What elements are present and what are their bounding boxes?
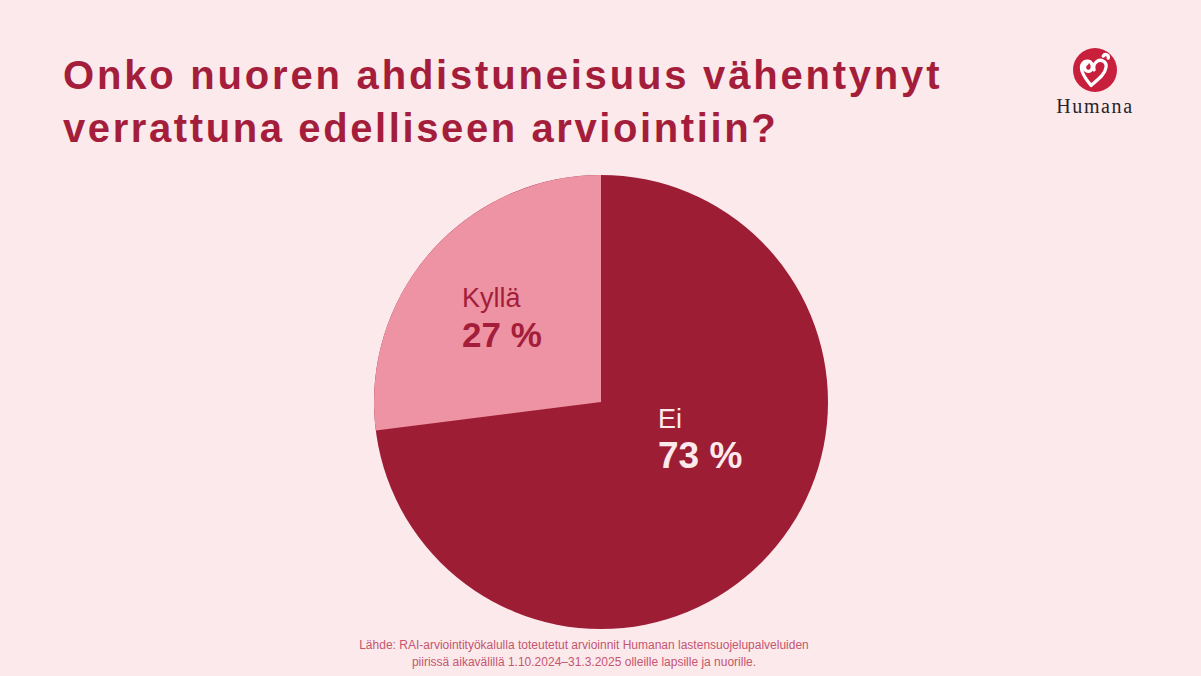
source-note-line-1: Lähde: RAI-arviointityökalulla toteutetu…	[0, 637, 1168, 654]
label-ei: Ei 73 %	[658, 406, 742, 474]
pie-chart	[374, 175, 828, 629]
humana-logo-circle	[1073, 48, 1117, 92]
title-line-1: Onko nuoren ahdistuneisuus vähentynyt	[63, 49, 942, 102]
page-title: Onko nuoren ahdistuneisuus vähentynyt ve…	[63, 49, 942, 155]
humana-logo: Humana	[1050, 48, 1140, 118]
heart-doodle-icon	[1073, 48, 1117, 92]
label-kylla-name: Kyllä	[462, 285, 542, 312]
label-ei-value: 73 %	[658, 437, 742, 474]
pie-chart-container	[374, 175, 828, 629]
logo-wordmark: Humana	[1050, 95, 1140, 118]
source-note-line-2: piirissä aikavälillä 1.10.2024–31.3.2025…	[0, 654, 1168, 671]
label-kylla-value: 27 %	[462, 317, 542, 352]
infographic-page: { "header": { "title_line1": "Onko nuore…	[0, 0, 1201, 676]
source-note: Lähde: RAI-arviointityökalulla toteutetu…	[0, 637, 1168, 671]
label-kylla: Kyllä 27 %	[462, 285, 542, 352]
label-ei-name: Ei	[658, 406, 742, 433]
title-line-2: verrattuna edelliseen arviointiin?	[63, 102, 942, 155]
